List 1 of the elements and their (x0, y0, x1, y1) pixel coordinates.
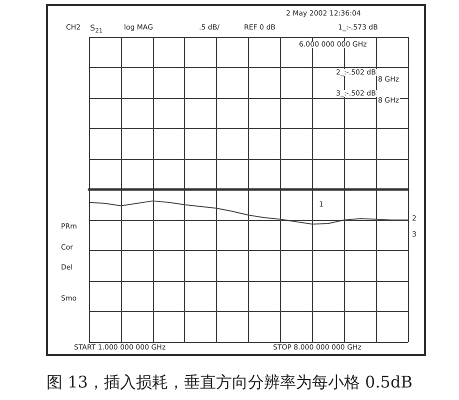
text: 图 13，插入损耗，垂直方向分辨率为每小格 0.5dB (46, 372, 412, 392)
